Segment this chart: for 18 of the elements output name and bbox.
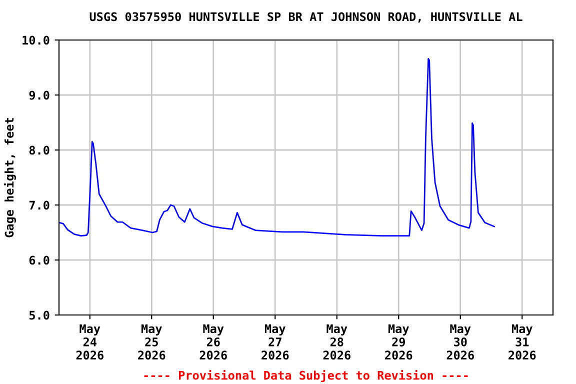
y-tick-label: 6.0 <box>29 256 50 265</box>
x-tick-label: May 28 2026 <box>323 324 350 360</box>
y-tick-label: 5.0 <box>29 310 50 320</box>
y-axis-title: Gage height, feet <box>4 118 16 238</box>
y-tick-label: 9.0 <box>29 90 50 100</box>
line-series <box>59 58 495 236</box>
x-tick-label: May 26 2026 <box>200 324 227 360</box>
x-tick-label: May 30 2026 <box>446 324 474 360</box>
y-tick-label: 8.0 <box>29 146 50 155</box>
y-tick-label: 7.0 <box>29 200 50 210</box>
x-tick-label: May 27 2026 <box>262 324 289 360</box>
x-tick-label: May 31 2026 <box>508 324 536 360</box>
x-tick-label: May 25 2026 <box>138 324 166 360</box>
x-tick-label: May 24 2026 <box>76 324 104 360</box>
chart-title: USGS 03575950 HUNTSVILLE SP BR AT JOHNSON ROAD, HUNTSVILLE AL <box>90 12 522 23</box>
y-tick-label: 10.0 <box>22 36 50 45</box>
x-tick-label: May 29 2026 <box>385 324 412 360</box>
text: ---- Provisional Data Subject to Revision ---- <box>144 370 468 382</box>
